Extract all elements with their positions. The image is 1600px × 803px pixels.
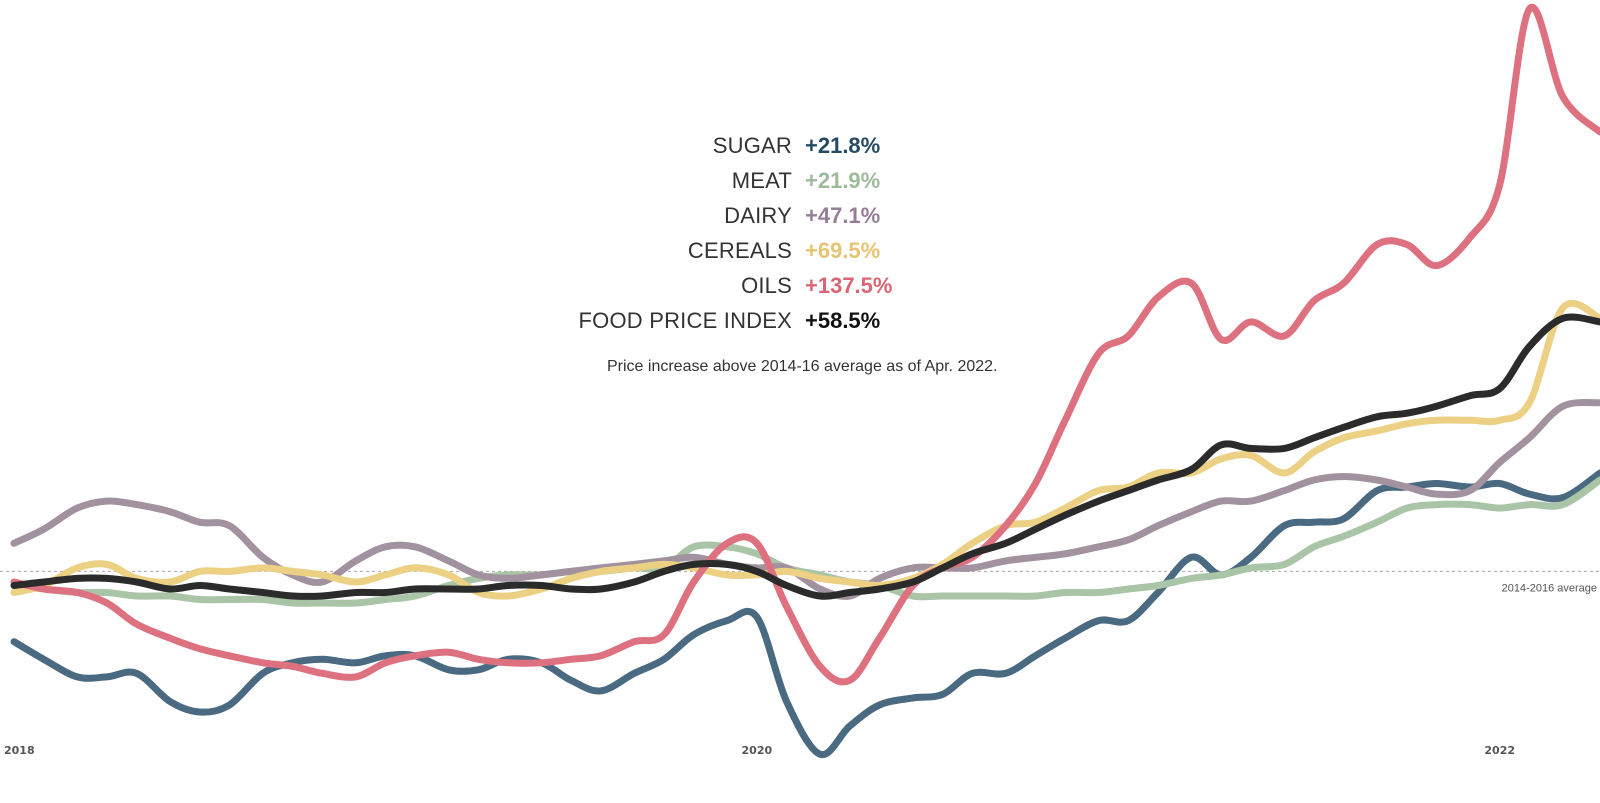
legend-name-sugar: SUGAR — [712, 133, 792, 158]
series-line-sugar — [10, 469, 1600, 758]
legend-note: Price increase above 2014-16 average as … — [607, 358, 998, 375]
legend-row-meat: MEAT +21.9% — [560, 168, 1020, 203]
legend-value-cereals: +69.5% — [805, 238, 881, 263]
legend-name-oils: OILS — [741, 273, 792, 298]
x-tick-label-2018: 2018 — [4, 744, 35, 757]
legend-value-food-price-index: +58.5% — [805, 308, 881, 333]
legend-row-cereals: CEREALS +69.5% — [560, 238, 1020, 273]
legend-name-dairy: DAIRY — [724, 203, 792, 228]
legend-name-food-price-index: FOOD PRICE INDEX — [578, 308, 792, 333]
legend-value-oils: +137.5% — [805, 273, 893, 298]
series-line-oils — [10, 3, 1600, 686]
legend-name-meat: MEAT — [731, 168, 792, 193]
series-line-cereals — [10, 299, 1600, 600]
legend-row-food-price-index: FOOD PRICE INDEX +58.5% — [560, 308, 1020, 343]
legend-row-oils: OILS +137.5% — [560, 273, 1020, 308]
legend-value-meat: +21.9% — [805, 168, 881, 193]
reference-line-label: 2014-2016 average — [1502, 582, 1597, 594]
series-layer — [10, 3, 1600, 758]
legend: SUGAR +21.8% MEAT +21.9% DAIRY +47.1% CE… — [560, 133, 1020, 343]
x-tick-label-2020: 2020 — [742, 744, 773, 757]
x-axis: 2018 2020 2022 — [4, 744, 1515, 757]
legend-value-dairy: +47.1% — [805, 203, 881, 228]
legend-value-sugar: +21.8% — [805, 133, 881, 158]
x-tick-label-2022: 2022 — [1484, 744, 1515, 757]
legend-row-dairy: DAIRY +47.1% — [560, 203, 1020, 238]
legend-name-cereals: CEREALS — [687, 238, 792, 263]
legend-row-sugar: SUGAR +21.8% — [560, 133, 1020, 168]
series-line-food-price-index — [10, 313, 1600, 600]
